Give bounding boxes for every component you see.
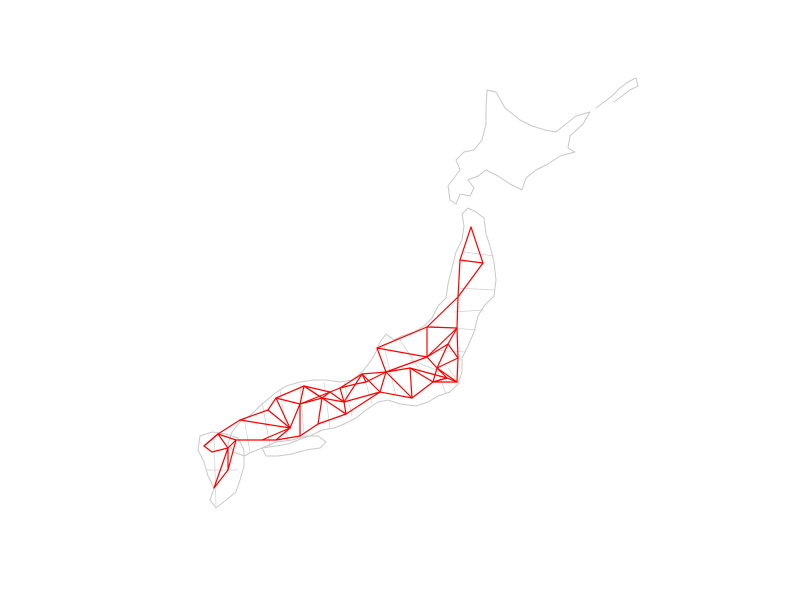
kuril-islands bbox=[595, 77, 639, 109]
network-edge bbox=[447, 327, 458, 345]
japan-coastline bbox=[197, 77, 639, 509]
network-edge bbox=[203, 433, 219, 447]
network-edge bbox=[213, 447, 229, 489]
network-edge bbox=[267, 397, 277, 411]
network-edge bbox=[299, 385, 305, 405]
network-edge bbox=[303, 385, 331, 393]
network-edge bbox=[365, 371, 387, 383]
network-edge bbox=[275, 427, 291, 441]
network-edge bbox=[227, 439, 237, 449]
network-edge bbox=[343, 373, 363, 403]
network-edge bbox=[447, 343, 459, 359]
network-edge bbox=[376, 326, 428, 349]
network-edge bbox=[299, 391, 331, 405]
network-edge bbox=[329, 391, 345, 403]
network-edge bbox=[361, 373, 367, 383]
network-edge bbox=[361, 371, 387, 375]
network-edge bbox=[275, 385, 305, 399]
network-edge bbox=[321, 397, 347, 415]
network-edge bbox=[317, 413, 347, 425]
honshu-outline bbox=[227, 207, 497, 457]
network-edge bbox=[345, 391, 381, 415]
kyushu-outline bbox=[197, 431, 245, 509]
shikoku-outline bbox=[261, 435, 327, 457]
network-edge bbox=[343, 391, 381, 403]
network-edge bbox=[217, 433, 237, 441]
network-edge bbox=[329, 387, 341, 393]
network-edge bbox=[289, 403, 301, 429]
network-edge bbox=[379, 371, 387, 393]
network-edge bbox=[275, 397, 291, 429]
network-edge bbox=[379, 391, 413, 399]
network-edge bbox=[457, 259, 461, 298]
network-edge bbox=[299, 397, 323, 405]
network-edge bbox=[361, 373, 381, 393]
network-edge bbox=[457, 262, 484, 298]
network-edge bbox=[409, 367, 434, 383]
network-edge bbox=[275, 435, 301, 441]
network-edge bbox=[217, 419, 241, 435]
network-edge bbox=[456, 357, 459, 383]
network-edge bbox=[355, 381, 367, 385]
network-edge bbox=[343, 401, 347, 415]
network-edge bbox=[213, 469, 229, 489]
network-edge bbox=[470, 226, 484, 264]
network-edge bbox=[426, 343, 449, 358]
network-edge bbox=[426, 356, 438, 369]
network-edge bbox=[411, 381, 434, 399]
network-edge bbox=[317, 397, 323, 425]
network-edge bbox=[385, 356, 428, 373]
network-edge bbox=[426, 326, 458, 329]
network-edge bbox=[385, 367, 411, 373]
network-edge bbox=[436, 343, 449, 369]
network-edge bbox=[432, 377, 448, 383]
network-edge bbox=[459, 226, 472, 261]
network-edge bbox=[339, 373, 363, 389]
network-edge bbox=[409, 367, 448, 379]
network-edge bbox=[385, 371, 413, 399]
network-edge bbox=[217, 433, 229, 449]
network-edge bbox=[321, 397, 345, 403]
network-edge bbox=[376, 347, 428, 358]
network-edge bbox=[459, 259, 484, 264]
network-edge bbox=[239, 419, 291, 429]
network-edge bbox=[456, 327, 459, 359]
network-edge bbox=[261, 427, 291, 441]
network-edge bbox=[203, 445, 213, 453]
network-edge bbox=[239, 409, 269, 421]
network-edge bbox=[436, 357, 459, 369]
network-edge bbox=[299, 423, 319, 437]
network-edge bbox=[211, 447, 229, 453]
network-edge bbox=[426, 327, 458, 358]
network-edge bbox=[376, 347, 387, 373]
network-edge bbox=[275, 397, 301, 405]
rail-network bbox=[203, 226, 484, 489]
network-edge bbox=[409, 367, 413, 399]
network-edge bbox=[227, 439, 237, 471]
network-edge bbox=[267, 409, 291, 429]
hokkaido-outline bbox=[447, 89, 591, 205]
network-edge bbox=[426, 296, 459, 328]
network-edge bbox=[339, 387, 345, 403]
network-edge bbox=[436, 367, 458, 383]
network-edge bbox=[456, 296, 459, 329]
network-edge bbox=[339, 383, 357, 389]
